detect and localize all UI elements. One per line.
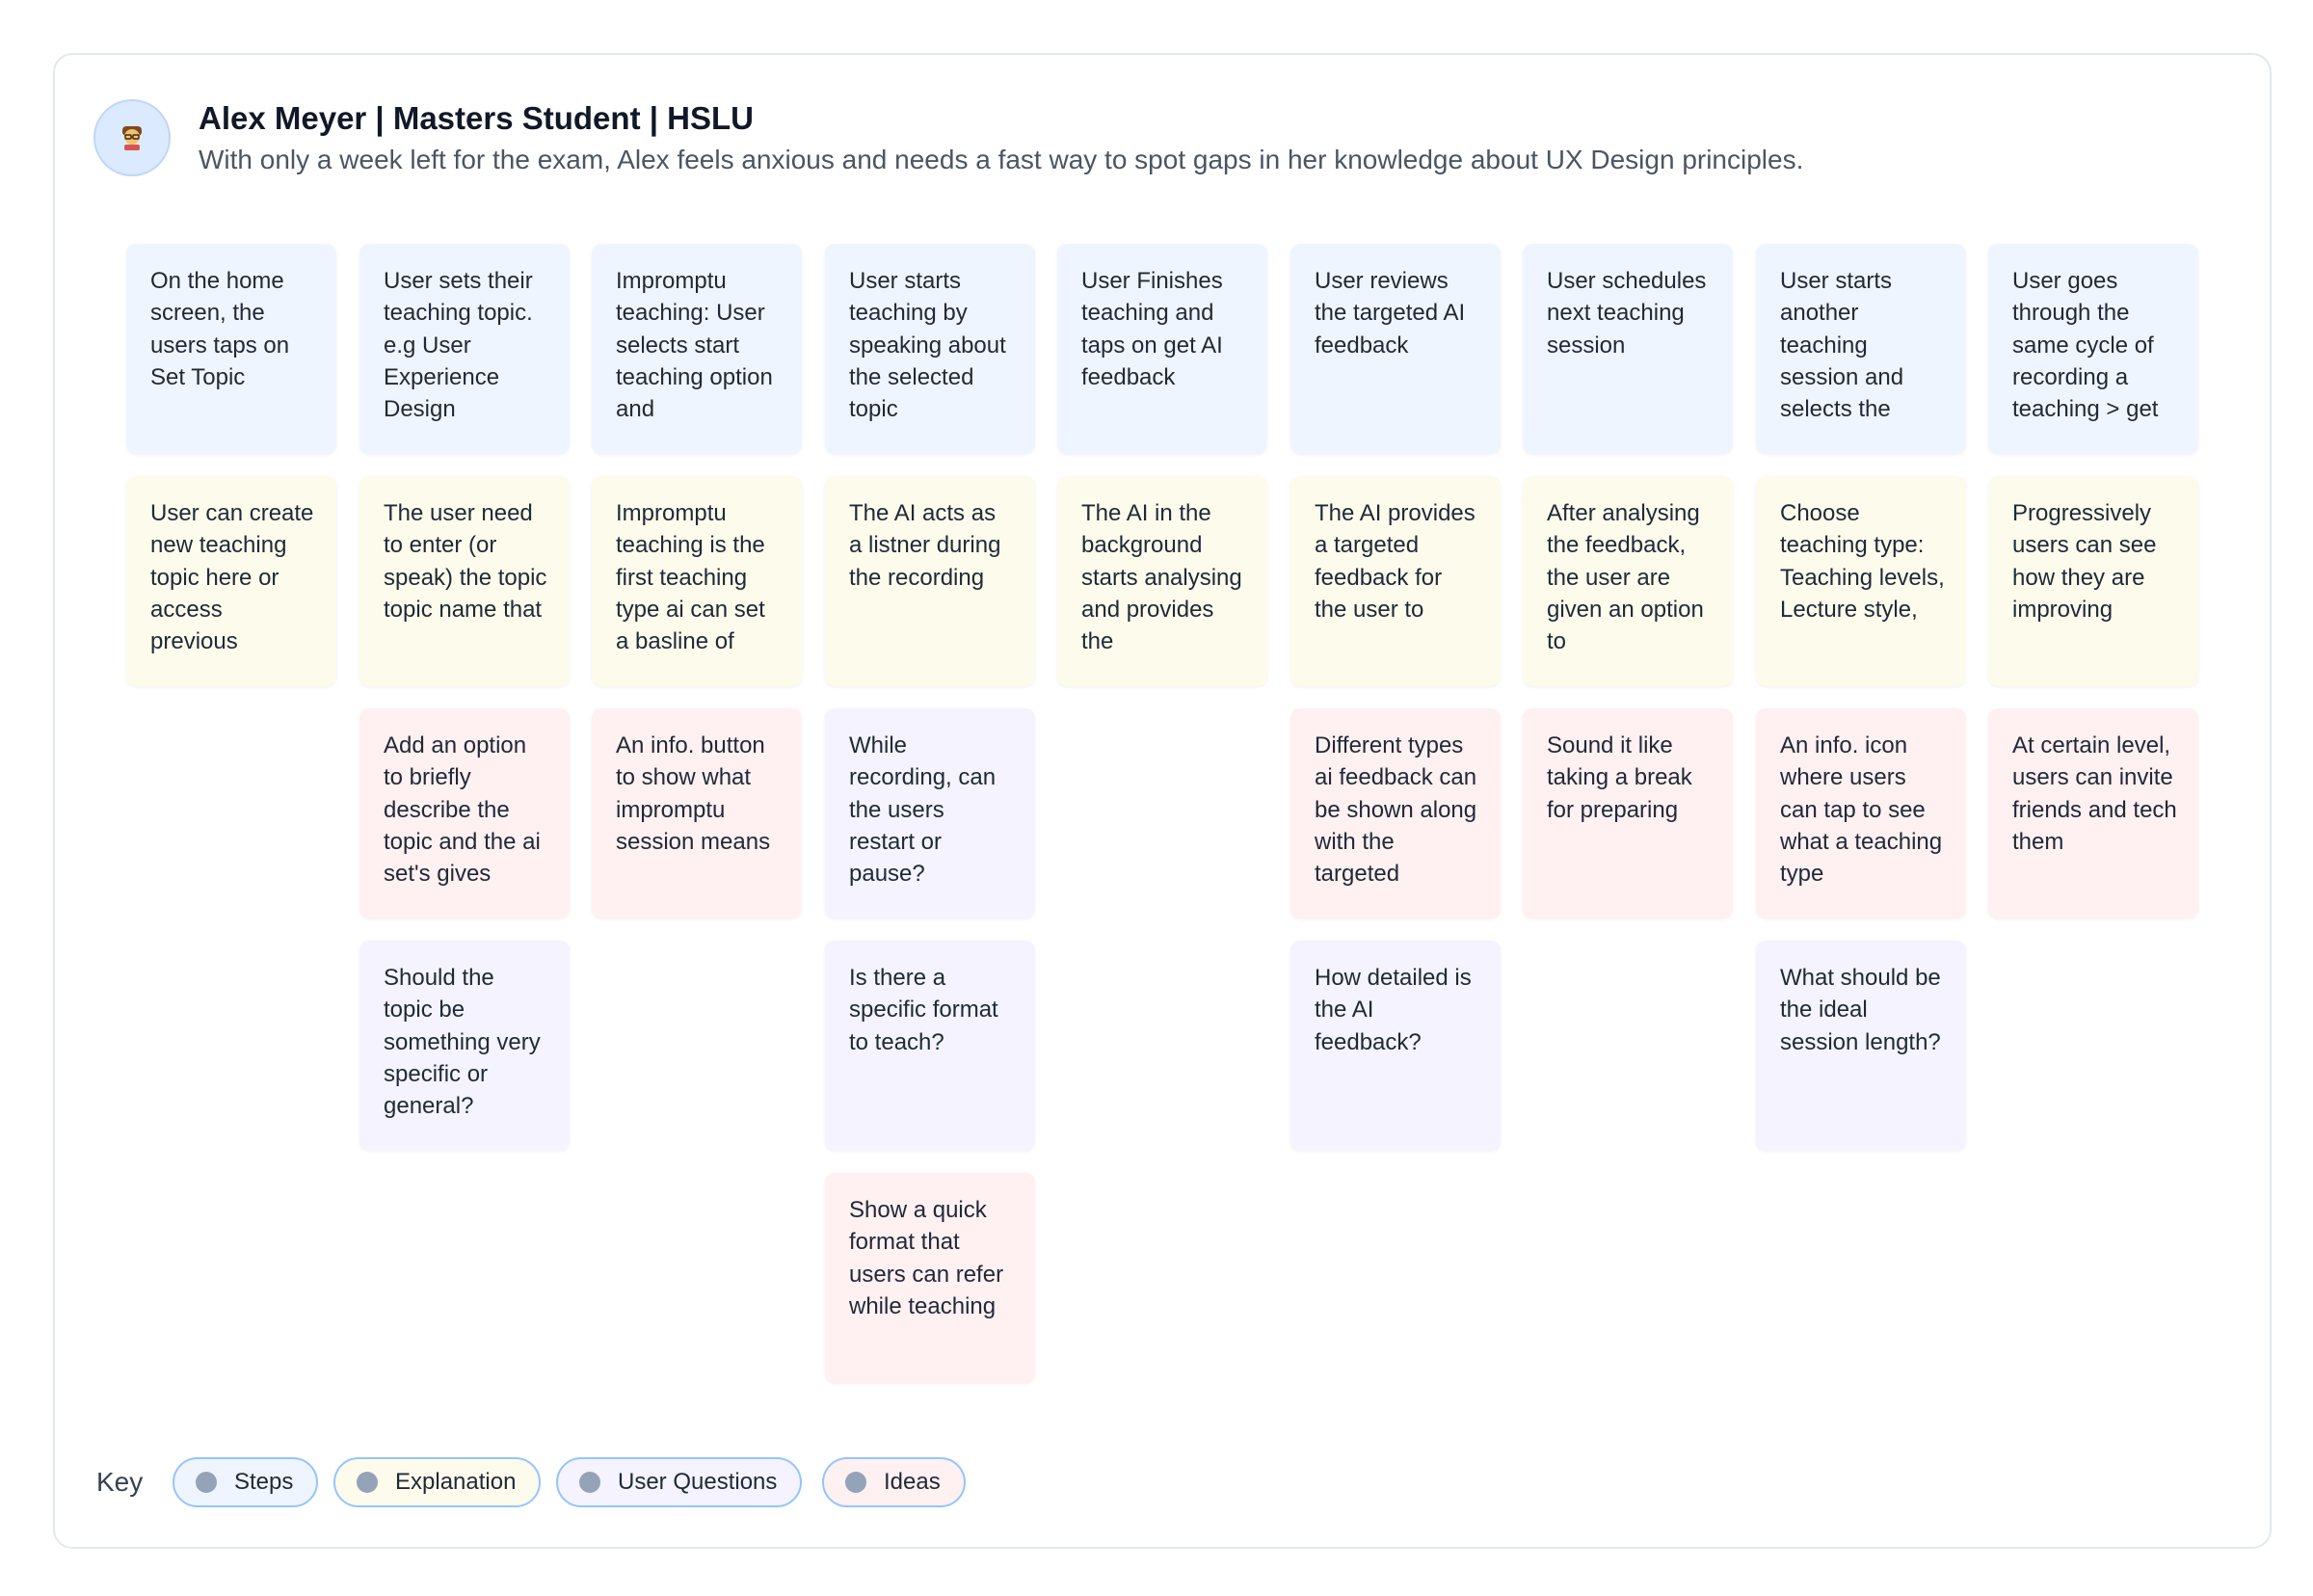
explanation-card[interactable]: Choose teaching type: Teaching levels, L…	[1756, 476, 1966, 686]
card-text: The AI in the background starts analysin…	[1081, 500, 1242, 655]
legend-label: User Questions	[618, 1469, 778, 1495]
steps-card[interactable]: User Finishes teaching and taps on get A…	[1057, 244, 1267, 454]
ideas-card[interactable]: An info. button to show what impromptu s…	[592, 708, 802, 918]
ideas-card[interactable]: An info. icon where users can tap to see…	[1756, 708, 1966, 918]
card-text: User reviews the targeted AI feedback	[1315, 268, 1466, 359]
questions-card[interactable]: How detailed is the AI feedback?	[1290, 941, 1501, 1151]
legend-ideas[interactable]: Ideas	[822, 1457, 966, 1507]
card-text: User starts teaching by speaking about t…	[849, 268, 1006, 423]
card-text: What should be the ideal session length?	[1780, 965, 1941, 1055]
ideas-card[interactable]: At certain level, users can invite frien…	[1988, 708, 2198, 918]
student-emoji-icon	[122, 126, 142, 150]
card-text: Different types ai feedback can be shown…	[1315, 732, 1477, 888]
ideas-card[interactable]: Sound it like taking a break for prepari…	[1523, 708, 1733, 918]
card-text: The AI acts as a listner during the reco…	[849, 500, 1001, 591]
persona-header: Alex Meyer | Masters Student | HSLU With…	[93, 96, 2214, 193]
legend-dot-icon	[357, 1472, 378, 1493]
steps-card[interactable]: On the home screen, the users taps on Se…	[126, 244, 336, 454]
questions-card[interactable]: Should the topic be something very speci…	[359, 941, 570, 1151]
legend-explanation[interactable]: Explanation	[333, 1457, 542, 1507]
card-text: An info. button to show what impromptu s…	[616, 732, 771, 855]
avatar	[93, 99, 171, 176]
explanation-card[interactable]: The user need to enter (or speak) the to…	[359, 476, 570, 686]
legend-steps[interactable]: Steps	[173, 1457, 319, 1507]
explanation-card[interactable]: The AI provides a targeted feedback for …	[1290, 476, 1501, 686]
questions-card[interactable]: What should be the ideal session length?	[1756, 941, 1966, 1151]
card-text: Sound it like taking a break for prepari…	[1547, 732, 1692, 823]
card-text: Is there a specific format to teach?	[849, 965, 998, 1055]
explanation-card[interactable]: The AI in the background starts analysin…	[1057, 476, 1267, 686]
steps-card[interactable]: User starts another teaching session and…	[1756, 244, 1966, 454]
legend-user-questions[interactable]: User Questions	[556, 1457, 803, 1507]
steps-card[interactable]: Impromptu teaching: User selects start t…	[592, 244, 802, 454]
questions-card[interactable]: Is there a specific format to teach?	[825, 941, 1035, 1151]
journey-board: On the home screen, the users taps on Se…	[126, 244, 2198, 1400]
steps-card[interactable]: User reviews the targeted AI feedback	[1290, 244, 1501, 454]
card-text: User sets their teaching topic. e.g User…	[384, 268, 533, 423]
ideas-card[interactable]: Different types ai feedback can be shown…	[1290, 708, 1501, 918]
explanation-card[interactable]: User can create new teaching topic here …	[126, 476, 336, 686]
card-text: At certain level, users can invite frien…	[2012, 732, 2177, 855]
card-text: Add an option to briefly describe the to…	[384, 732, 541, 888]
legend-dot-icon	[845, 1472, 866, 1493]
legend-dot-icon	[196, 1472, 217, 1493]
card-text: The user need to enter (or speak) the to…	[384, 500, 547, 623]
legend-dot-icon	[579, 1472, 600, 1493]
card-text: User schedules next teaching session	[1547, 268, 1707, 359]
key-label: Key	[96, 1467, 144, 1497]
card-text: An info. icon where users can tap to see…	[1780, 732, 1943, 888]
card-text: User starts another teaching session and…	[1780, 268, 1904, 423]
card-text: Impromptu teaching is the first teaching…	[616, 500, 765, 655]
card-text: After analysing the feedback, the user a…	[1547, 500, 1704, 655]
persona-description: With only a week left for the exam, Alex…	[199, 145, 1804, 174]
legend-key: Key Steps Explanation User Questions Ide…	[96, 1457, 1156, 1509]
card-text: User Finishes teaching and taps on get A…	[1081, 268, 1223, 390]
card-text: Progressively users can see how they are…	[2012, 500, 2157, 623]
card-text: Choose teaching type: Teaching levels, L…	[1780, 500, 1945, 623]
legend-label: Ideas	[884, 1469, 941, 1495]
steps-card[interactable]: User sets their teaching topic. e.g User…	[359, 244, 570, 454]
explanation-card[interactable]: Progressively users can see how they are…	[1988, 476, 2198, 686]
steps-card[interactable]: User schedules next teaching session	[1523, 244, 1733, 454]
card-text: On the home screen, the users taps on Se…	[150, 268, 290, 390]
ideas-card[interactable]: Add an option to briefly describe the to…	[359, 708, 570, 918]
card-text: Impromptu teaching: User selects start t…	[616, 268, 773, 423]
explanation-card[interactable]: After analysing the feedback, the user a…	[1523, 476, 1733, 686]
questions-card[interactable]: While recording, can the users restart o…	[825, 708, 1035, 918]
card-text: While recording, can the users restart o…	[849, 732, 997, 888]
persona-title: Alex Meyer | Masters Student | HSLU	[199, 100, 754, 136]
card-text: User goes through the same cycle of reco…	[2012, 268, 2159, 423]
legend-label: Explanation	[395, 1469, 517, 1495]
steps-card[interactable]: User starts teaching by speaking about t…	[825, 244, 1035, 454]
card-text: User can create new teaching topic here …	[150, 500, 314, 655]
legend-label: Steps	[234, 1469, 294, 1495]
card-text: The AI provides a targeted feedback for …	[1315, 500, 1476, 623]
card-text: Show a quick format that users can refer…	[849, 1197, 1004, 1319]
card-text: How detailed is the AI feedback?	[1315, 965, 1472, 1055]
card-text: Should the topic be something very speci…	[384, 965, 541, 1120]
steps-card[interactable]: User goes through the same cycle of reco…	[1988, 244, 2198, 454]
explanation-card[interactable]: Impromptu teaching is the first teaching…	[592, 476, 802, 686]
explanation-card[interactable]: The AI acts as a listner during the reco…	[825, 476, 1035, 686]
ideas-card[interactable]: Show a quick format that users can refer…	[825, 1173, 1035, 1383]
